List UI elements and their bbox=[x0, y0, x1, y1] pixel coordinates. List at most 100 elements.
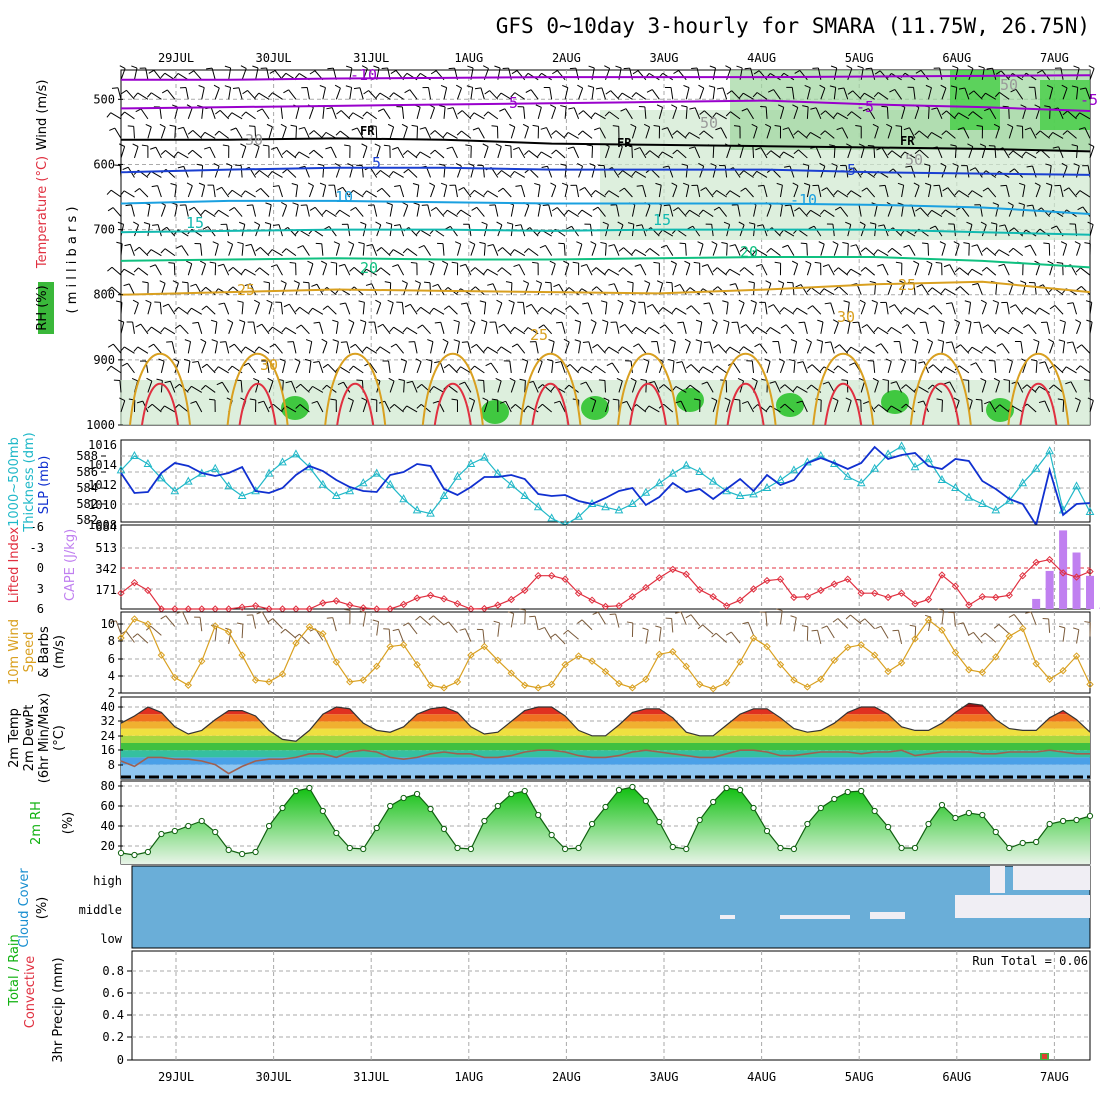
wind-barb bbox=[308, 185, 314, 198]
wind-barb bbox=[266, 67, 270, 80]
wind-barb bbox=[487, 268, 499, 276]
wind-barb bbox=[326, 286, 337, 296]
wind-barb-flag bbox=[832, 319, 839, 323]
wind-barb-flag bbox=[402, 405, 408, 411]
wind-barb-flag bbox=[860, 247, 866, 253]
wind-barb-flag bbox=[1048, 132, 1054, 138]
wind-barb-flag bbox=[631, 249, 636, 255]
wind-barb-flag bbox=[869, 222, 876, 225]
wind-barb bbox=[261, 323, 270, 335]
wind-barb bbox=[193, 206, 203, 217]
wind-barb-flag bbox=[954, 112, 959, 118]
wind-barb-flag bbox=[698, 209, 704, 215]
wind-barb bbox=[945, 130, 956, 139]
wind-barb-flag bbox=[834, 206, 841, 211]
wind-barb-flag bbox=[619, 187, 625, 192]
wind-barb bbox=[1089, 302, 1093, 315]
wind-barb bbox=[271, 249, 283, 257]
wind-barb bbox=[145, 67, 149, 80]
wind-barb-flag bbox=[886, 123, 892, 128]
wind-barb-flag bbox=[522, 123, 529, 128]
wind-barb-flag bbox=[688, 146, 696, 150]
wind-barb bbox=[784, 384, 795, 393]
wind-barb-flag bbox=[508, 299, 515, 304]
wind-barb bbox=[648, 327, 660, 335]
wind-barb-flag bbox=[999, 224, 1006, 227]
wind-barb bbox=[860, 302, 866, 315]
wind-barb bbox=[349, 400, 354, 413]
wind-barb bbox=[169, 381, 176, 393]
wind-barb-flag bbox=[699, 130, 705, 136]
wind-barb-flag bbox=[146, 377, 153, 382]
wind-barb bbox=[467, 341, 472, 354]
wind-barb-flag bbox=[609, 613, 616, 616]
wind-barb-flag bbox=[922, 242, 929, 245]
wind-barb-flag bbox=[751, 377, 758, 382]
wind-barb-flag bbox=[733, 125, 741, 127]
wind-barb bbox=[238, 87, 243, 100]
wind-barb bbox=[128, 283, 135, 295]
lifted-index-marker bbox=[857, 589, 865, 597]
rh-marker bbox=[413, 790, 421, 798]
wind-barb bbox=[919, 149, 929, 159]
wind-barb bbox=[183, 127, 189, 139]
wind-barb-flag bbox=[249, 398, 256, 401]
wind-barb-flag bbox=[280, 123, 287, 128]
wind-barb bbox=[353, 365, 364, 374]
wind-barb-flag bbox=[824, 302, 831, 305]
contour-label: 30 bbox=[245, 131, 263, 149]
wind-barb-flag bbox=[645, 248, 651, 254]
wind-barb-flag bbox=[281, 327, 287, 333]
wind-barb-flag bbox=[895, 125, 902, 127]
wind-barb-flag bbox=[855, 125, 862, 127]
wind-barb-flag bbox=[860, 267, 866, 272]
wind-barb bbox=[1044, 361, 1051, 374]
wind-barb-flag bbox=[655, 625, 662, 629]
wind-barb-flag bbox=[206, 67, 213, 70]
lifted-index-marker bbox=[561, 575, 569, 583]
wind-barb-flag bbox=[148, 343, 154, 348]
wind-barb-flag bbox=[810, 107, 817, 110]
y-tick-label: 4 bbox=[108, 669, 115, 683]
wind-barb-flag bbox=[269, 343, 276, 348]
wind-barb bbox=[923, 361, 929, 374]
wind-barb bbox=[389, 302, 394, 315]
wind-barb-flag bbox=[353, 87, 361, 90]
wind-barb bbox=[734, 244, 741, 256]
wind-barb-flag bbox=[123, 283, 130, 287]
wind-barb bbox=[312, 307, 324, 315]
wind-barb-flag bbox=[367, 204, 375, 206]
wind-barb bbox=[555, 149, 566, 159]
wind-barb bbox=[160, 205, 166, 217]
wind-barb-flag bbox=[257, 400, 264, 404]
wind-barb bbox=[788, 127, 795, 139]
wind-barb-flag bbox=[889, 88, 895, 93]
wind-barb-flag bbox=[159, 280, 166, 284]
wind-barb-flag bbox=[716, 87, 723, 90]
wind-barb-flag bbox=[816, 339, 823, 342]
wind-barb-flag bbox=[428, 615, 434, 621]
wind-speed-marker bbox=[722, 678, 731, 687]
wind-barb bbox=[448, 364, 458, 374]
wind-barb-flag bbox=[1049, 305, 1056, 310]
wind-barb-flag bbox=[846, 268, 852, 275]
contour-30 bbox=[812, 352, 875, 426]
wind-barb bbox=[865, 247, 875, 257]
wind-barb bbox=[447, 209, 458, 217]
wind-barb bbox=[718, 344, 727, 354]
wind-barb bbox=[407, 150, 418, 159]
wind-barb-flag bbox=[917, 400, 924, 404]
wind-barb-flag bbox=[901, 384, 907, 390]
wind-barb bbox=[676, 149, 687, 159]
cape-bar bbox=[1045, 570, 1054, 609]
wind-barb bbox=[374, 321, 378, 334]
wind-barb bbox=[131, 204, 135, 217]
thickness-marker bbox=[1018, 478, 1028, 487]
wind-speed-marker bbox=[278, 670, 287, 678]
rh-marker bbox=[144, 848, 152, 856]
wind-barb-flag bbox=[237, 300, 244, 303]
wind-barb-flag bbox=[281, 150, 287, 155]
wind-barb bbox=[1068, 187, 1077, 198]
wind-barb bbox=[887, 361, 892, 374]
wind-barb-flag bbox=[606, 362, 613, 366]
